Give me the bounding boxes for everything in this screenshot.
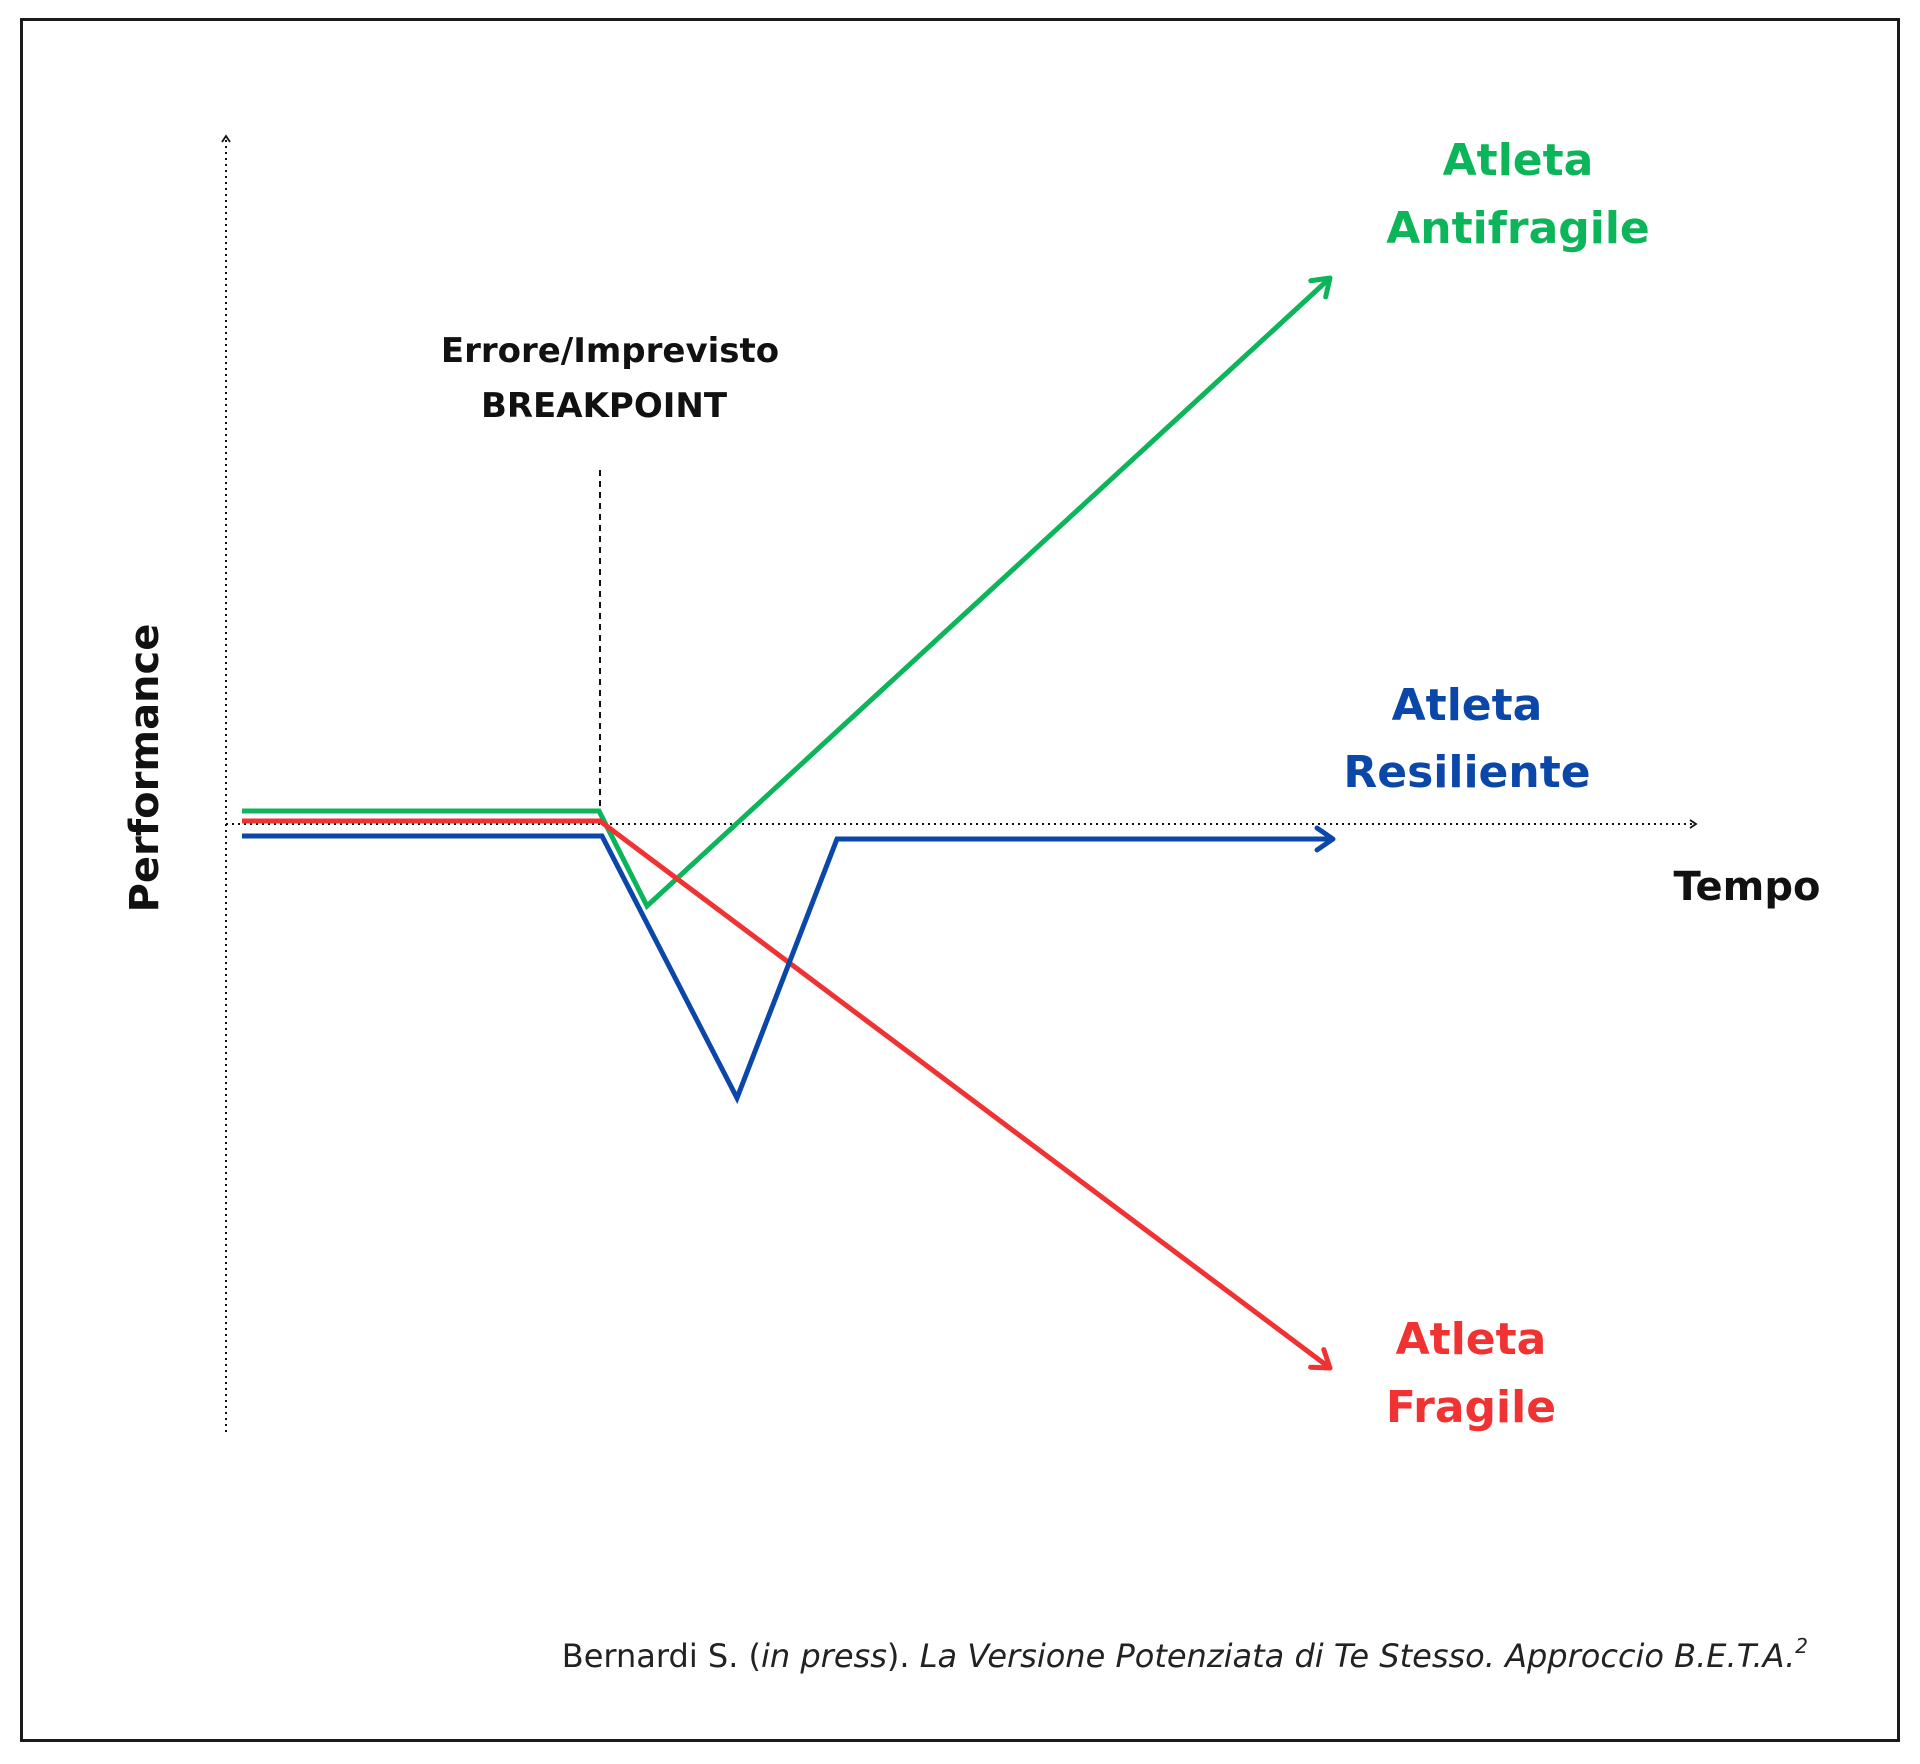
y-axis-label: Performance	[122, 624, 168, 913]
breakpoint-label-line1: Errore/Imprevisto	[441, 331, 779, 371]
citation-superscript: 2	[1795, 1634, 1808, 1658]
citation-after: ).	[887, 1637, 920, 1675]
fragile-curve	[242, 818, 1333, 1371]
fragile-label-line1: Atleta	[1396, 1314, 1547, 1365]
breakpoint-label-line2: BREAKPOINT	[481, 386, 728, 426]
citation-in-press: in press	[761, 1637, 887, 1675]
antifragile-label-line2: Antifragile	[1386, 203, 1650, 254]
citation-author: Bernardi S. (	[562, 1637, 761, 1675]
citation: Bernardi S. (in press). La Versione Pote…	[562, 1634, 1808, 1675]
resiliente-curve	[242, 825, 1336, 1105]
resiliente-label-line2: Resiliente	[1343, 747, 1590, 798]
figure-frame	[20, 18, 1900, 1742]
citation-title: La Versione Potenziata di Te Stesso. App…	[920, 1637, 1796, 1675]
resiliente-label-line1: Atleta	[1392, 680, 1543, 731]
antifragile-label-line1: Atleta	[1443, 135, 1594, 186]
antifragile-curve	[242, 275, 1333, 911]
fragile-label-line2: Fragile	[1386, 1382, 1556, 1433]
x-axis-label: Tempo	[1674, 864, 1821, 910]
